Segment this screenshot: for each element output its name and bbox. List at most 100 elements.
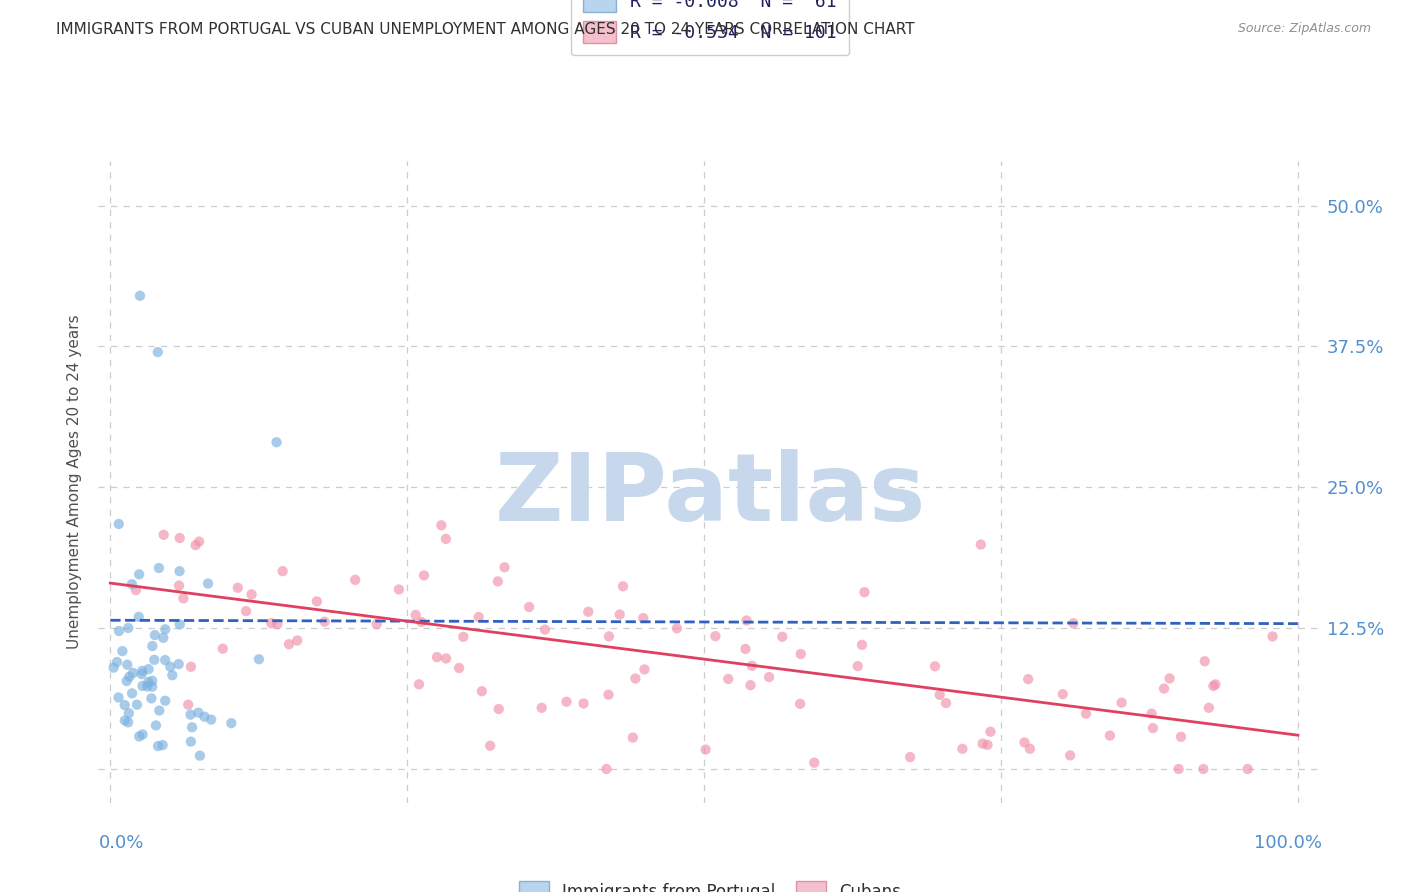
Point (247, 652, 270, 666)
Point (114, 698, 136, 712)
Point (117, 657, 139, 672)
Point (146, 739, 169, 753)
Point (177, 698, 200, 712)
Point (979, 724, 1001, 739)
Point (1140, 706, 1163, 721)
Point (488, 702, 510, 716)
Point (479, 739, 502, 753)
Point (278, 637, 301, 651)
Point (631, 611, 654, 625)
Point (180, 734, 202, 748)
Point (413, 568, 436, 582)
Point (115, 673, 138, 688)
Point (152, 738, 174, 752)
Point (117, 715, 139, 730)
Point (1198, 700, 1220, 714)
Point (612, 579, 634, 593)
Point (121, 577, 143, 591)
Point (595, 762, 617, 776)
Point (408, 677, 430, 691)
Point (717, 672, 740, 686)
Point (180, 660, 202, 674)
Point (972, 737, 994, 751)
Text: ZIPatlas: ZIPatlas (495, 449, 925, 541)
Point (169, 531, 191, 545)
Point (366, 617, 388, 632)
Point (118, 670, 141, 684)
Point (141, 691, 163, 706)
Point (1062, 616, 1084, 631)
Point (1059, 748, 1081, 763)
Point (1074, 706, 1097, 721)
Text: 0.0%: 0.0% (98, 834, 143, 852)
Point (138, 662, 160, 676)
Point (411, 615, 433, 629)
Point (117, 621, 139, 635)
Point (789, 697, 811, 711)
Point (1194, 654, 1216, 668)
Point (108, 624, 131, 638)
Point (152, 528, 174, 542)
Point (159, 660, 181, 674)
Point (624, 672, 647, 686)
Point (1142, 721, 1164, 735)
Point (851, 638, 873, 652)
Point (122, 665, 145, 680)
Point (193, 709, 215, 723)
Point (285, 633, 308, 648)
Y-axis label: Unemployment Among Ages 20 to 24 years: Unemployment Among Ages 20 to 24 years (67, 314, 83, 649)
Point (162, 668, 184, 682)
Point (430, 518, 453, 533)
Legend: Immigrants from Portugal, Cubans: Immigrants from Portugal, Cubans (510, 873, 910, 892)
Point (131, 727, 153, 741)
Point (145, 718, 167, 732)
Point (741, 658, 763, 673)
Point (128, 567, 150, 582)
Point (471, 684, 494, 698)
Point (114, 714, 136, 728)
Point (1202, 679, 1225, 693)
Point (211, 641, 233, 656)
Point (125, 583, 148, 598)
Point (188, 748, 211, 763)
Point (129, 289, 152, 303)
Point (240, 587, 263, 601)
Point (266, 617, 288, 632)
Point (266, 435, 288, 450)
Point (200, 713, 222, 727)
Point (1153, 681, 1175, 696)
Point (633, 662, 655, 676)
Point (572, 697, 595, 711)
Point (260, 616, 283, 631)
Point (530, 701, 553, 715)
Point (131, 667, 153, 681)
Point (169, 564, 191, 578)
Point (180, 707, 202, 722)
Point (1192, 762, 1215, 776)
Point (1111, 696, 1133, 710)
Point (486, 574, 509, 589)
Point (235, 604, 257, 618)
Point (740, 678, 762, 692)
Text: IMMIGRANTS FROM PORTUGAL VS CUBAN UNEMPLOYMENT AMONG AGES 20 TO 24 YEARS CORRELA: IMMIGRANTS FROM PORTUGAL VS CUBAN UNEMPL… (56, 22, 915, 37)
Point (344, 573, 367, 587)
Point (136, 680, 159, 694)
Point (434, 651, 457, 665)
Point (143, 628, 166, 642)
Point (735, 614, 758, 628)
Point (111, 644, 134, 658)
Point (517, 600, 540, 615)
Point (155, 622, 177, 636)
Point (1236, 762, 1258, 776)
Point (1014, 735, 1036, 749)
Point (128, 730, 150, 744)
Point (141, 673, 163, 688)
Point (924, 659, 946, 673)
Point (846, 659, 869, 673)
Point (453, 630, 475, 644)
Point (314, 615, 336, 629)
Point (434, 532, 457, 546)
Point (695, 742, 717, 756)
Point (197, 576, 219, 591)
Point (853, 585, 876, 599)
